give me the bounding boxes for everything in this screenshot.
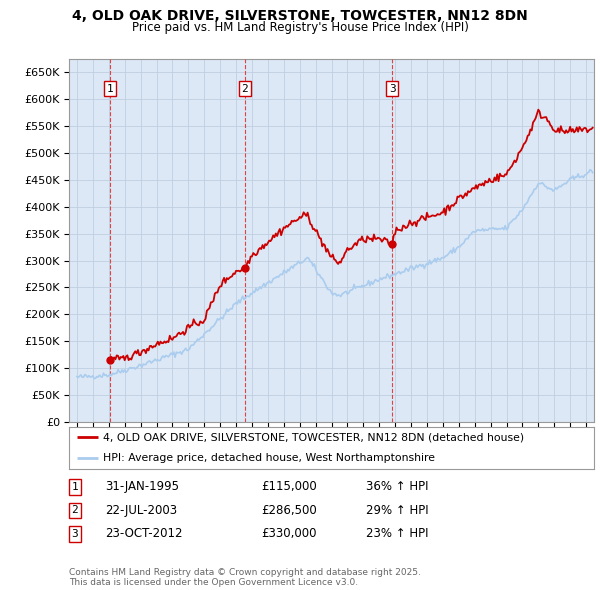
Text: 2: 2 bbox=[242, 84, 248, 94]
Text: 36% ↑ HPI: 36% ↑ HPI bbox=[366, 480, 428, 493]
Text: HPI: Average price, detached house, West Northamptonshire: HPI: Average price, detached house, West… bbox=[103, 454, 435, 463]
Text: Price paid vs. HM Land Registry's House Price Index (HPI): Price paid vs. HM Land Registry's House … bbox=[131, 21, 469, 34]
Text: 1: 1 bbox=[71, 482, 79, 491]
Text: 3: 3 bbox=[389, 84, 395, 94]
Text: 29% ↑ HPI: 29% ↑ HPI bbox=[366, 504, 428, 517]
Text: 4, OLD OAK DRIVE, SILVERSTONE, TOWCESTER, NN12 8DN (detached house): 4, OLD OAK DRIVE, SILVERSTONE, TOWCESTER… bbox=[103, 432, 524, 442]
Text: 23-OCT-2012: 23-OCT-2012 bbox=[105, 527, 182, 540]
Text: 31-JAN-1995: 31-JAN-1995 bbox=[105, 480, 179, 493]
Text: 3: 3 bbox=[71, 529, 79, 539]
Text: 22-JUL-2003: 22-JUL-2003 bbox=[105, 504, 177, 517]
Text: 4, OLD OAK DRIVE, SILVERSTONE, TOWCESTER, NN12 8DN: 4, OLD OAK DRIVE, SILVERSTONE, TOWCESTER… bbox=[72, 9, 528, 23]
Text: Contains HM Land Registry data © Crown copyright and database right 2025.
This d: Contains HM Land Registry data © Crown c… bbox=[69, 568, 421, 587]
Text: £115,000: £115,000 bbox=[261, 480, 317, 493]
Text: 23% ↑ HPI: 23% ↑ HPI bbox=[366, 527, 428, 540]
Text: £286,500: £286,500 bbox=[261, 504, 317, 517]
Text: 2: 2 bbox=[71, 506, 79, 515]
Text: 1: 1 bbox=[107, 84, 113, 94]
Text: £330,000: £330,000 bbox=[261, 527, 317, 540]
